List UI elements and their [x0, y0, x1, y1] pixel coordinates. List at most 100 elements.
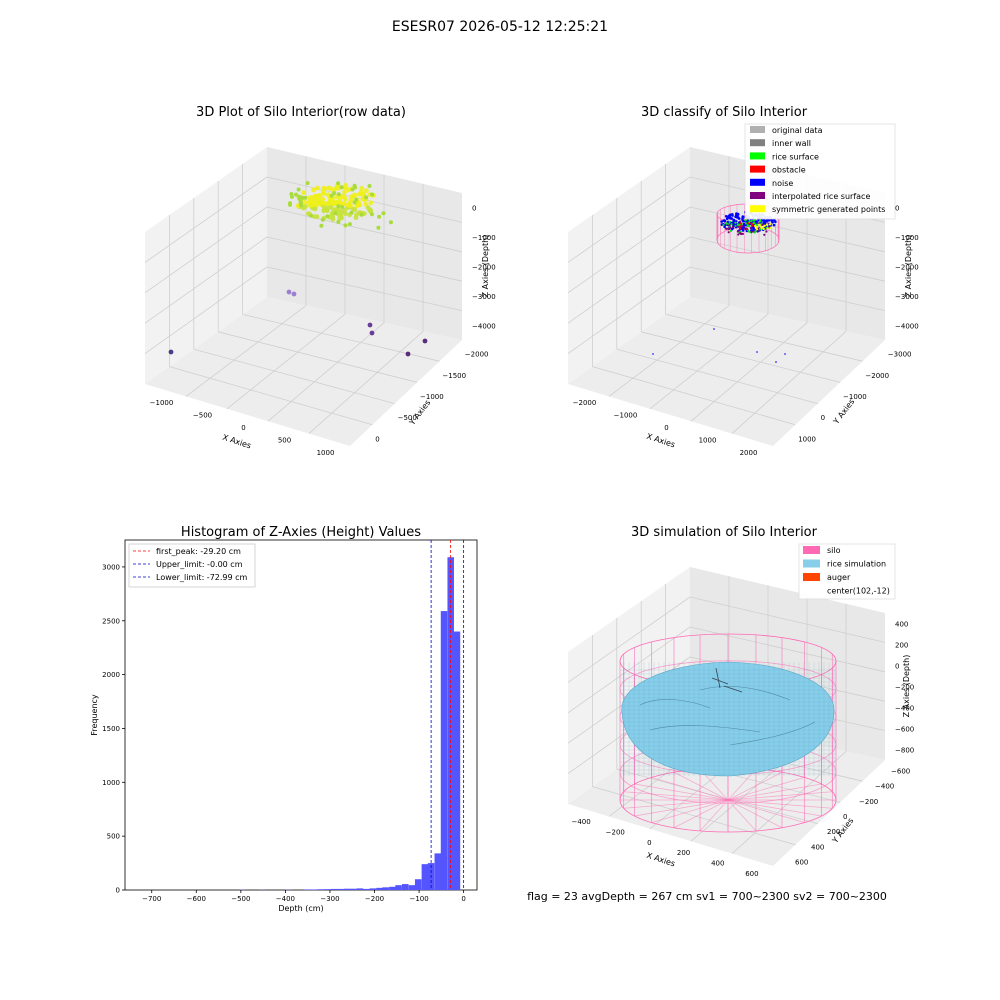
- data-point: [329, 193, 334, 198]
- noise-point: [775, 361, 777, 363]
- x-tick-label: −500: [231, 895, 250, 903]
- legend-swatch: [750, 126, 765, 133]
- data-point: [337, 197, 343, 203]
- y-tick-label: 200: [827, 828, 840, 836]
- data-point: [315, 185, 320, 191]
- data-point: [364, 188, 369, 194]
- noise-point: [728, 216, 732, 220]
- symmetric-point: [763, 224, 766, 227]
- rice-surface-point: [730, 223, 733, 226]
- data-point: [296, 187, 301, 192]
- rice-surface-point: [734, 221, 737, 224]
- interpolated-point: [737, 233, 740, 236]
- interpolated-point: [741, 232, 745, 235]
- data-point: [343, 196, 348, 202]
- x-tick-label: 500: [278, 436, 291, 444]
- histogram-bar: [395, 885, 402, 890]
- histogram-y-label: Frequency: [90, 694, 99, 736]
- data-point: [324, 207, 329, 213]
- data-point: [342, 207, 347, 213]
- data-point: [309, 213, 314, 218]
- histogram-bar: [408, 885, 416, 890]
- data-point: [311, 187, 316, 193]
- panel-2-z-label: Z Axies (Depth): [904, 235, 913, 298]
- rice-surface-point: [748, 230, 751, 233]
- y-tick-label: 2000: [102, 671, 120, 679]
- interpolated-point: [749, 226, 753, 230]
- data-point: [341, 201, 347, 207]
- data-point: [381, 211, 386, 216]
- data-point: [359, 212, 364, 217]
- silo-floor-line: [651, 799, 729, 824]
- noise-point: [735, 212, 738, 215]
- z-tick-label: −1000: [472, 234, 496, 242]
- histogram-bar: [362, 888, 370, 890]
- y-tick-label: 0: [821, 414, 825, 422]
- silo-floor-line: [727, 799, 833, 809]
- data-point: [350, 187, 355, 192]
- y-tick-label: −1500: [442, 372, 466, 380]
- rice-surface-point: [729, 229, 733, 232]
- y-tick-label: −200: [859, 798, 878, 806]
- data-point: [347, 222, 352, 227]
- noise-point: [771, 221, 774, 224]
- interpolated-point: [761, 223, 764, 226]
- data-point: [288, 201, 292, 206]
- data-point: [376, 225, 381, 230]
- legend-entry-label: original data: [772, 126, 823, 135]
- panel-2-x-label: X Axies: [645, 432, 676, 450]
- data-point: [346, 187, 352, 193]
- symmetric-point: [760, 226, 764, 230]
- x-tick-label: 600: [745, 870, 758, 878]
- legend-swatch: [750, 192, 765, 199]
- y-tick-label: −1000: [843, 393, 867, 401]
- data-point: [328, 198, 333, 204]
- panel-2-title: 3D classify of Silo Interior: [641, 105, 808, 120]
- data-point: [368, 200, 374, 206]
- x-tick-label: 1000: [699, 436, 717, 444]
- outlier-point: [405, 351, 411, 357]
- data-point: [317, 193, 323, 198]
- interpolated-point: [763, 233, 766, 236]
- outlier-point: [168, 349, 174, 355]
- noise-point: [731, 221, 735, 224]
- x-tick-label: −400: [276, 895, 295, 903]
- legend-entry-label: noise: [772, 179, 793, 188]
- y-tick-label: −600: [891, 768, 910, 776]
- legend-swatch: [803, 559, 820, 568]
- panel-simulation: 3D simulation of Silo Interior −400 −200 0…: [567, 525, 914, 878]
- panel-2-y-label: Y Axies: [831, 397, 856, 426]
- y-tick-label: 600: [795, 858, 808, 866]
- silo-floor-line: [651, 776, 729, 801]
- data-point: [320, 217, 325, 222]
- histogram-bar: [382, 887, 389, 890]
- obstacle-point: [746, 222, 750, 225]
- interpolated-point: [737, 225, 740, 228]
- rice-surface-point: [734, 224, 737, 227]
- legend-swatch: [750, 205, 765, 213]
- panel-1-y-label: Y Axies: [407, 398, 432, 427]
- x-tick-label: −200: [606, 829, 625, 837]
- y-tick-label: −1000: [420, 393, 444, 401]
- noise-point: [756, 351, 758, 353]
- histogram-bar: [324, 889, 331, 890]
- legend-entry-label: Lower_limit: -72.99 cm: [156, 573, 248, 582]
- noise-point: [652, 353, 654, 355]
- data-point: [357, 191, 362, 197]
- panel-1-z-label: Z Axies (Depth): [481, 235, 490, 298]
- x-tick-label: 200: [677, 849, 690, 857]
- legend-entry-label: silo: [827, 546, 841, 555]
- noise-point: [772, 223, 776, 227]
- data-point: [377, 214, 382, 219]
- interpolated-point: [727, 228, 731, 231]
- silo-floor-line: [727, 791, 833, 801]
- symmetric-point: [755, 228, 759, 231]
- panel-4-z-label: Z Axies (Depth): [902, 655, 911, 718]
- interpolated-point: [739, 220, 742, 223]
- rice-surface-point: [722, 223, 725, 227]
- y-tick-label: −500: [398, 414, 417, 422]
- panel-classify: 3D classify of Silo Interior −2000 −1000 0…: [567, 105, 919, 457]
- histogram-bar: [453, 631, 461, 890]
- histogram-legend: first_peak: -29.20 cm Upper_limit: -0.00 …: [128, 543, 256, 588]
